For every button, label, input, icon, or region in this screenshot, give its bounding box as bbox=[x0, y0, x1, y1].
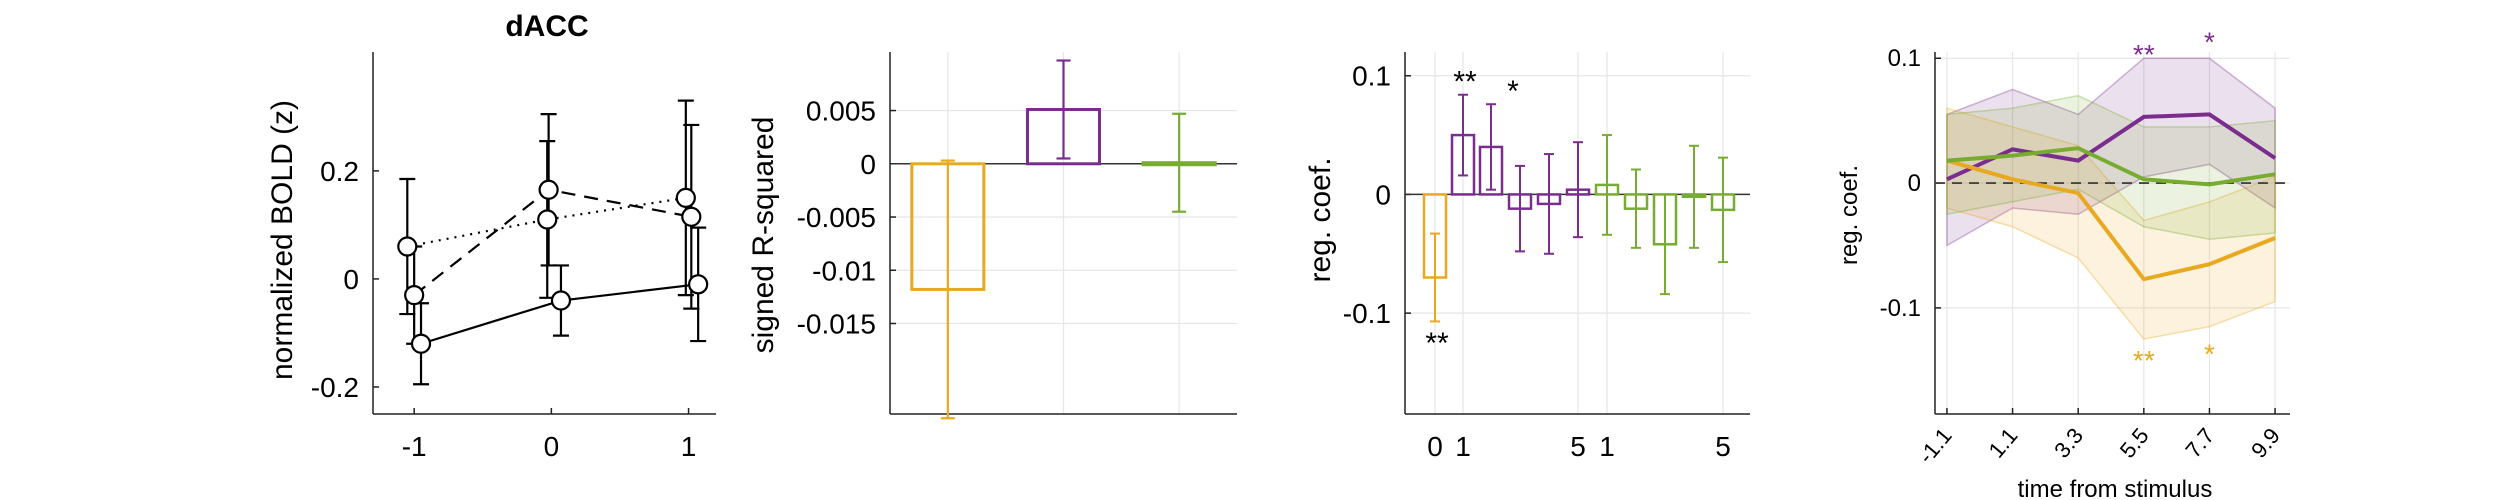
panel-a-ytick-label: -0.2 bbox=[311, 372, 359, 403]
panel-a-title: dACC bbox=[505, 10, 588, 43]
panel-a-point bbox=[537, 209, 558, 230]
panel-a-ylabel: normalized BOLD (z) bbox=[266, 100, 299, 380]
panel-c-ytick-label: -0.1 bbox=[1343, 298, 1391, 329]
panel-a-point bbox=[397, 236, 418, 257]
panel-d-xtick-label: 9.9 bbox=[2246, 423, 2285, 463]
panel-a-series-layer bbox=[397, 99, 709, 386]
panel-c-xtick-label: 1 bbox=[1455, 431, 1471, 462]
panel-d-xtick-label: 7.7 bbox=[2180, 423, 2219, 463]
panel-c-ytick-label: 0 bbox=[1375, 179, 1391, 210]
panel-c-bar-chart: reg. coef. 0.10-0.10 1 5 1 5 **** * bbox=[1304, 52, 1750, 462]
panel-d-significance-star-purple: * bbox=[2204, 27, 2215, 58]
panel-c-bar-layer: **** * bbox=[1422, 66, 1736, 360]
panel-b-ytick-label: -0.005 bbox=[797, 202, 876, 233]
panel-d-ytick-label: 0.1 bbox=[1888, 45, 1921, 72]
panel-b-ylabel: signed R-squared bbox=[747, 117, 780, 354]
panel-d-line-chart: reg. coef. time from stimulus -1.1 1.1 3.3… bbox=[1836, 27, 2290, 500]
panel-b-ytick-label: 0 bbox=[860, 149, 876, 180]
panel-a-point bbox=[404, 285, 425, 306]
panel-a-point bbox=[550, 290, 572, 311]
panel-c-ytick-label: 0.1 bbox=[1352, 61, 1391, 92]
panel-a-point bbox=[410, 333, 432, 354]
panel-d-significance-star-purple: ** bbox=[2133, 39, 2155, 70]
panel-d-series-layer: ** *** * bbox=[1935, 27, 2290, 376]
panel-d-xtick-label: 5.5 bbox=[2115, 423, 2154, 463]
panel-d-ylabel: reg. coef. bbox=[1836, 165, 1863, 265]
panel-a-series-dashed-line bbox=[413, 188, 692, 297]
panel-d-band-yellow bbox=[1946, 107, 2276, 340]
panel-b-ytick-label: 0.005 bbox=[806, 96, 876, 127]
panel-b-bar-chart: signed R-squared 0.005 0 -0.005 -0.01 -0.015 bbox=[747, 52, 1237, 420]
panel-c-xtick-label: 0 bbox=[1427, 431, 1443, 462]
panel-d-ytick-label: -0.1 bbox=[1880, 295, 1921, 322]
panel-d-band-green bbox=[1946, 94, 2276, 240]
panel-c-xtick-label: 5 bbox=[1715, 431, 1731, 462]
panel-d-line-green bbox=[1946, 146, 2276, 187]
panel-c-significance-star: ** bbox=[1453, 66, 1477, 99]
panel-a-line-chart: dACC normalized BOLD (z) -0.2 0 0.2 -1 0 1 bbox=[266, 10, 716, 462]
panel-c-ylabel: reg. coef. bbox=[1304, 157, 1337, 282]
panel-b-bar-layer bbox=[910, 59, 1217, 420]
panel-c-significance-star: ** bbox=[1425, 327, 1449, 360]
panel-c-xtick-label: 5 bbox=[1570, 431, 1586, 462]
panel-d-line-yellow bbox=[1946, 158, 2276, 282]
panel-a-xtick-label: 1 bbox=[681, 431, 697, 462]
panel-b-grid-layer: 0.005 0 -0.005 -0.01 -0.015 bbox=[797, 52, 1237, 415]
panel-c-xtick-label: 1 bbox=[1599, 431, 1615, 462]
panel-a-tick-layer: -0.2 0 0.2 -1 0 1 bbox=[311, 52, 716, 462]
panel-d-significance-star-yellow: ** bbox=[2133, 345, 2155, 376]
panel-d-xtick-label: 1.1 bbox=[1984, 423, 2023, 463]
panel-a-point bbox=[688, 274, 709, 295]
panel-a-point bbox=[681, 206, 702, 227]
panel-b-ytick-label: -0.015 bbox=[797, 309, 876, 340]
panel-c-significance-star: * bbox=[1507, 75, 1519, 108]
panel-a-point bbox=[538, 179, 559, 200]
panel-d-xtick-label: 3.3 bbox=[2049, 423, 2088, 463]
panel-a-ytick-label: 0.2 bbox=[320, 156, 359, 187]
panel-d-xlabel: time from stimulus bbox=[2018, 476, 2213, 500]
panel-a-point bbox=[675, 187, 696, 208]
panel-d-significance-star-yellow: * bbox=[2204, 339, 2215, 370]
panel-b-ytick-label: -0.01 bbox=[812, 255, 876, 286]
panel-a-xtick-label: 0 bbox=[544, 431, 560, 462]
panel-d-xtick-label: -1.1 bbox=[1913, 423, 1957, 468]
panel-c-grid-layer: 0.10-0.10 1 5 1 5 bbox=[1343, 52, 1750, 462]
panel-d-band-purple bbox=[1946, 57, 2276, 247]
panel-d-line-purple bbox=[1946, 112, 2277, 182]
panel-a-ytick-label: 0 bbox=[343, 264, 359, 295]
panel-d-ytick-label: 0 bbox=[1908, 170, 1921, 197]
panel-a-xtick-label: -1 bbox=[402, 431, 427, 462]
